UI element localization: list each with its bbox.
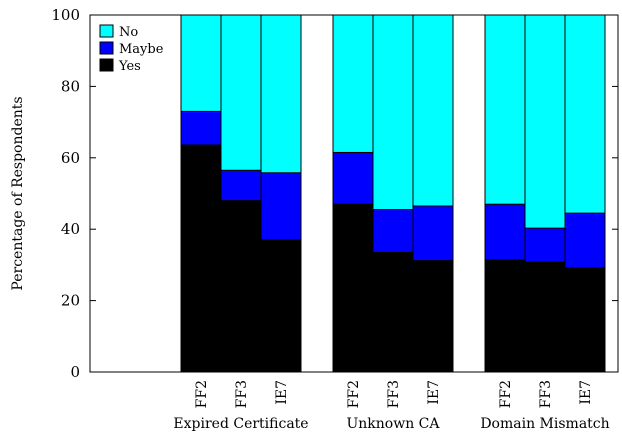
bar-segment-yes [260, 239, 302, 373]
bar-segment-yes [412, 260, 454, 373]
bar-segment-no [564, 14, 606, 214]
bar-segment-maybe [564, 212, 606, 269]
group-label: Expired Certificate [173, 416, 308, 432]
category-label: FF3 [538, 380, 554, 408]
bar-segment-no [332, 14, 374, 153]
legend-label-no: No [119, 25, 138, 40]
y-tick-label: 40 [61, 220, 80, 238]
bar-segment-yes [180, 144, 222, 373]
bar-segment-yes [332, 203, 374, 373]
legend-swatch-maybe [99, 41, 114, 55]
bar-segment-no [484, 14, 526, 205]
bar-segment-no [180, 14, 222, 112]
bar-segment-no [220, 14, 262, 171]
bar-segment-maybe [524, 227, 566, 263]
bar-segment-maybe [484, 203, 526, 261]
legend-swatch-no [99, 24, 114, 38]
bar-segment-maybe [260, 172, 302, 241]
bars-layer [180, 14, 606, 373]
legend-label-yes: Yes [118, 59, 141, 74]
bar-segment-yes [372, 251, 414, 373]
bar-segment-maybe [180, 110, 222, 146]
legend-label-maybe: Maybe [119, 42, 164, 57]
category-label: FF2 [346, 380, 362, 408]
legend-swatch-yes [99, 58, 114, 72]
bar-segment-no [372, 14, 414, 211]
category-label: FF2 [194, 380, 210, 408]
bar-segment-yes [484, 259, 526, 373]
bar-segment-maybe [412, 205, 454, 262]
legend: No Maybe Yes [99, 24, 164, 74]
bar-segment-maybe [332, 151, 374, 205]
bar-segment-no [260, 14, 302, 174]
category-label: FF3 [386, 380, 402, 408]
y-tick-label: 100 [51, 6, 80, 24]
bar-segment-yes [564, 267, 606, 373]
plot-frame [89, 14, 619, 373]
bar-segment-yes [524, 261, 566, 373]
bar-segment-yes [220, 200, 262, 373]
bar-segment-maybe [372, 209, 414, 253]
category-label: IE7 [426, 380, 442, 405]
group-label: Domain Mismatch [480, 416, 609, 432]
category-label: IE7 [578, 380, 594, 405]
category-label: IE7 [274, 380, 290, 405]
bar-segment-no [412, 14, 454, 207]
group-label: Unknown CA [346, 416, 440, 432]
axes-layer: 0 20 40 60 80 100 FF2 FF3 IE7 Expired Certificate… [51, 6, 619, 432]
y-tick-label: 60 [61, 149, 80, 167]
category-label: FF3 [234, 380, 250, 408]
y-axis-label: Percentage of Respondents [10, 96, 26, 290]
y-tick-label: 0 [70, 363, 80, 381]
y-tick-label: 80 [61, 77, 80, 95]
bar-segment-maybe [220, 169, 262, 202]
y-tick-label: 20 [61, 292, 80, 310]
category-label: FF2 [498, 380, 514, 408]
bar-segment-no [524, 14, 566, 229]
